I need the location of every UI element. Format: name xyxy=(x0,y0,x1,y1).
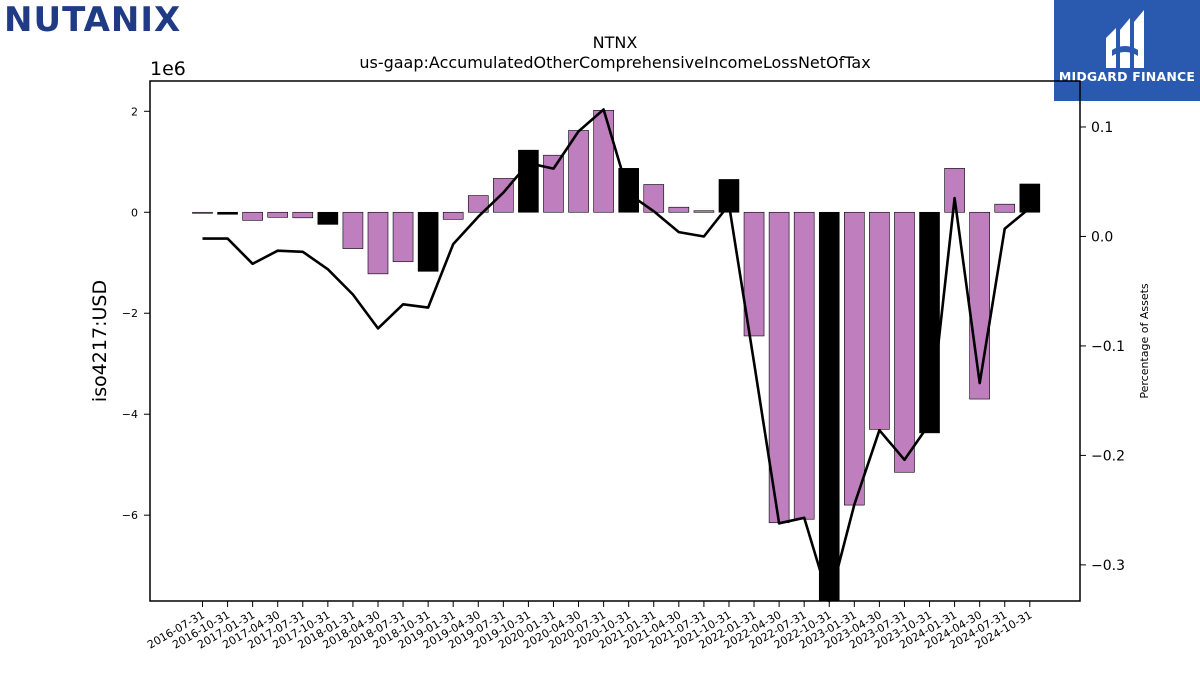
bar-2022-07-31 xyxy=(793,211,815,520)
y-axis-ticks: 2 0 −2 −4 −6 xyxy=(122,105,150,522)
line-series xyxy=(202,108,1031,603)
bar-2016-10-31 xyxy=(217,211,238,215)
bar-2023-07-31 xyxy=(894,211,915,473)
y-tick-label: 2 xyxy=(131,105,138,118)
x-axis-ticks: 2016-07-312016-10-312017-01-312017-04-30… xyxy=(145,601,1034,652)
bar-2024-10-31 xyxy=(1019,183,1041,213)
y-axis-label: iso4217:USD xyxy=(89,280,111,402)
y-tick-label: −2 xyxy=(122,307,138,320)
bar-2024-01-31 xyxy=(944,168,965,213)
bar-2021-01-31 xyxy=(643,184,665,213)
bar-2024-07-31 xyxy=(994,203,1016,213)
y-offset-text: 1e6 xyxy=(150,58,186,80)
y2-tick-label: −0.1 xyxy=(1091,339,1125,355)
bar-2018-04-30 xyxy=(367,211,389,275)
y-tick-label: −6 xyxy=(122,509,138,522)
midgard-finance-badge: MIDGARD FINANCE xyxy=(1054,0,1200,101)
bar-2018-01-31 xyxy=(342,211,364,249)
y-tick-label: −4 xyxy=(122,408,138,421)
bar-2021-04-30 xyxy=(668,206,690,213)
midgard-finance-text: MIDGARD FINANCE xyxy=(1058,69,1196,84)
y2-tick-label: 0.1 xyxy=(1091,120,1113,136)
bar-2019-01-31 xyxy=(442,211,464,220)
bar-2020-07-31 xyxy=(593,109,614,213)
bar-2023-10-31 xyxy=(919,211,940,434)
bar-2019-10-31 xyxy=(518,149,539,213)
nutanix-logo-text: NUTANIX xyxy=(4,0,181,40)
bar-2022-10-31 xyxy=(818,211,840,602)
bar-2017-10-31 xyxy=(317,211,339,225)
y2-axis-ticks: 0.1 0.0 −0.1 −0.2 −0.3 xyxy=(1080,120,1125,574)
bar-2017-01-31 xyxy=(242,211,263,221)
bar-series xyxy=(192,109,1041,602)
y2-axis-label: Percentage of Assets xyxy=(1138,283,1151,399)
y2-tick-label: 0.0 xyxy=(1091,229,1113,245)
bar-2018-07-31 xyxy=(392,211,414,263)
bar-2023-01-31 xyxy=(844,211,865,506)
nutanix-logo: NUTANIX xyxy=(4,0,181,40)
bar-2020-01-31 xyxy=(543,154,564,213)
chart-title-group: NTNX us-gaap:AccumulatedOtherComprehensi… xyxy=(359,33,870,72)
chart-subtitle: us-gaap:AccumulatedOtherComprehensiveInc… xyxy=(359,53,870,72)
bar-2016-07-31 xyxy=(192,211,213,214)
percentage-of-assets-line xyxy=(202,108,1031,603)
midgard-logo-icon xyxy=(1106,10,1144,68)
bar-2024-04-30 xyxy=(969,211,990,400)
bar-2021-07-31 xyxy=(693,210,715,213)
bar-2022-01-31 xyxy=(743,211,765,337)
chart-title: NTNX xyxy=(593,33,638,52)
bar-2017-07-31 xyxy=(292,211,314,219)
plot-frame xyxy=(149,80,1081,602)
bar-2018-10-31 xyxy=(417,211,439,272)
y2-tick-label: −0.2 xyxy=(1091,448,1125,464)
y-tick-label: 0 xyxy=(131,206,138,219)
bar-2017-04-30 xyxy=(267,211,289,218)
bar-2023-04-30 xyxy=(869,211,890,430)
y2-tick-label: −0.3 xyxy=(1091,558,1125,574)
bar-2019-04-30 xyxy=(467,195,489,213)
